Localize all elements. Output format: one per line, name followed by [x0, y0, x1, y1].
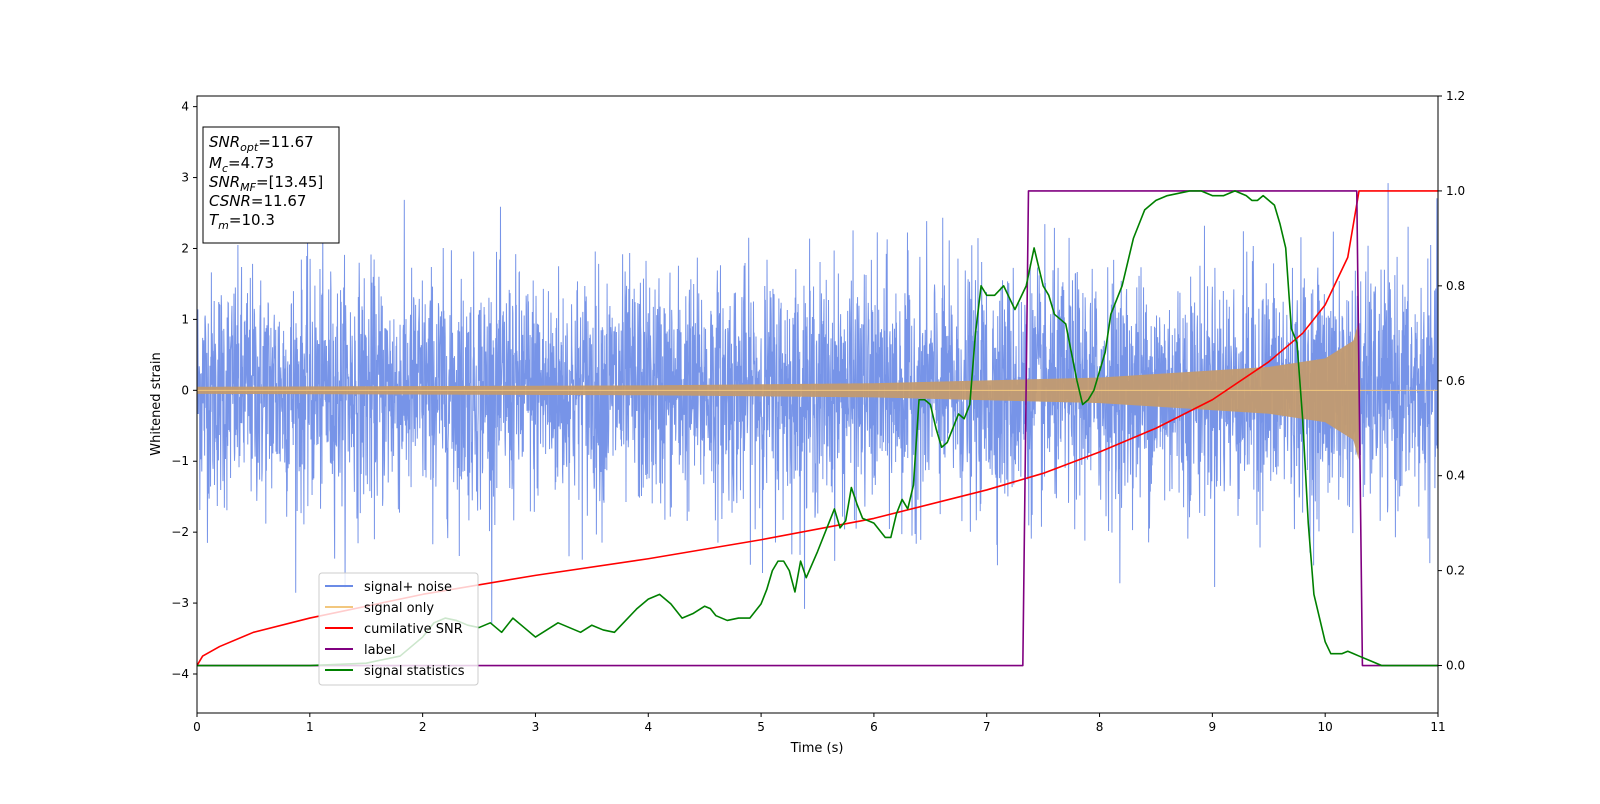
y-tick-label: 3 [181, 171, 189, 185]
annotation-subscript: c [222, 162, 228, 175]
x-axis: 0 1 2 3 4 5 6 7 8 9 10 11 [193, 713, 1446, 734]
legend-label: signal only [364, 601, 434, 616]
annotation-subscript: MF [240, 181, 256, 194]
annotation-line: SNRMF=[13.45] [209, 173, 323, 194]
x-tick-label: 6 [870, 720, 878, 734]
series-layer [197, 183, 1438, 667]
legend-label: label [364, 643, 395, 658]
y-tick-label: −1 [171, 454, 189, 468]
y-tick-label: 0 [181, 383, 189, 397]
legend: signal+ noise signal only cumilative SNR la… [318, 572, 479, 686]
x-tick-label: 5 [757, 720, 765, 734]
legend-label: signal+ noise [364, 580, 452, 595]
x-tick-label: 10 [1318, 720, 1333, 734]
legend-label: signal statistics [364, 664, 465, 679]
annotation-value: =[13.45] [256, 173, 323, 191]
annotation-subscript: opt [240, 141, 259, 154]
annotation-frame [202, 126, 340, 244]
x-tick-label: 8 [1096, 720, 1104, 734]
annotation-value: =4.73 [228, 154, 274, 172]
annotation-symbol: SNR [209, 133, 240, 151]
x-tick-label: 4 [644, 720, 652, 734]
x-tick-label: 7 [983, 720, 991, 734]
x-tick-label: 1 [306, 720, 314, 734]
annotation-symbol: M [209, 154, 222, 172]
y2-tick-label: 0.6 [1446, 374, 1465, 388]
y2-tick-label: 0.0 [1446, 659, 1465, 673]
x-tick-label: 11 [1430, 720, 1445, 734]
y-tick-label: −2 [171, 525, 189, 539]
legend-label: cumilative SNR [364, 622, 463, 637]
x-tick-label: 3 [532, 720, 540, 734]
annotation-line: Mc=4.73 [209, 154, 274, 175]
y2-tick-label: 1.0 [1446, 184, 1465, 198]
x-tick-label: 2 [419, 720, 427, 734]
annotation-value: =10.3 [229, 211, 275, 229]
annotation-symbol: CSNR [209, 192, 251, 210]
series-line-signal-statistics [197, 190, 1438, 667]
y2-tick-label: 1.2 [1446, 89, 1465, 103]
annotation-line: SNRopt=11.67 [209, 133, 314, 154]
annotation-symbol: T [209, 211, 220, 229]
x-tick-label: 9 [1209, 720, 1217, 734]
y-tick-label: 1 [181, 312, 189, 326]
y2-tick-label: 0.2 [1446, 564, 1465, 578]
annotation-symbol: SNR [209, 173, 240, 191]
y2-tick-label: 0.8 [1446, 279, 1465, 293]
x-axis-label: Time (s) [790, 741, 844, 756]
y-tick-label: −3 [171, 596, 189, 610]
legend-frame [318, 572, 479, 686]
annotation-box: SNRopt=11.67Mc=4.73SNRMF=[13.45]CSNR=11.… [202, 126, 340, 244]
series-line-cumilative-snr [197, 190, 1438, 666]
y-tick-label: 4 [181, 100, 189, 114]
annotation-line: Tm=10.3 [209, 211, 275, 232]
y-axis-label: Whitened strain [149, 352, 164, 455]
y-axis-left: −4 −3 −2 −1 0 1 2 3 4 [171, 100, 197, 681]
annotation-value: =11.67 [258, 133, 314, 151]
plot-frame [196, 95, 1439, 714]
x-tick-label: 0 [193, 720, 201, 734]
annotation-value: =11.67 [251, 192, 307, 210]
y-tick-label: 2 [181, 241, 189, 255]
annotation-line: CSNR=11.67 [209, 192, 306, 210]
annotation-subscript: m [218, 219, 229, 232]
y-axis-right: 0.0 0.2 0.4 0.6 0.8 1.0 1.2 [1438, 89, 1465, 673]
y2-tick-label: 0.4 [1446, 469, 1465, 483]
y-tick-label: −4 [171, 667, 189, 681]
